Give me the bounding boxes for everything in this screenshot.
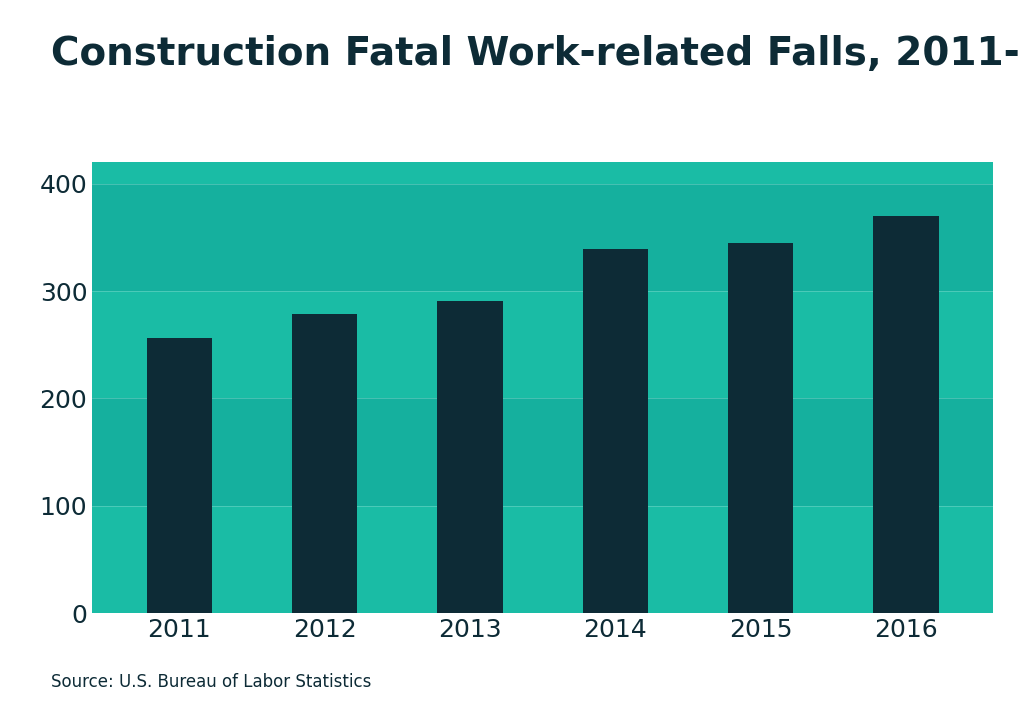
Bar [92, 291, 993, 398]
Text: Source: U.S. Bureau of Labor Statistics: Source: U.S. Bureau of Labor Statistics [51, 673, 372, 691]
Bar [873, 216, 939, 613]
Bar [92, 506, 993, 613]
Bar [92, 398, 993, 506]
Bar [583, 249, 648, 613]
Bar [437, 301, 503, 613]
Bar [92, 183, 993, 291]
Text: Construction Fatal Work-related Falls, 2011-16: Construction Fatal Work-related Falls, 2… [51, 35, 1024, 73]
Bar [728, 243, 794, 613]
Bar [92, 162, 993, 183]
Bar [146, 338, 212, 613]
Bar [292, 314, 357, 613]
